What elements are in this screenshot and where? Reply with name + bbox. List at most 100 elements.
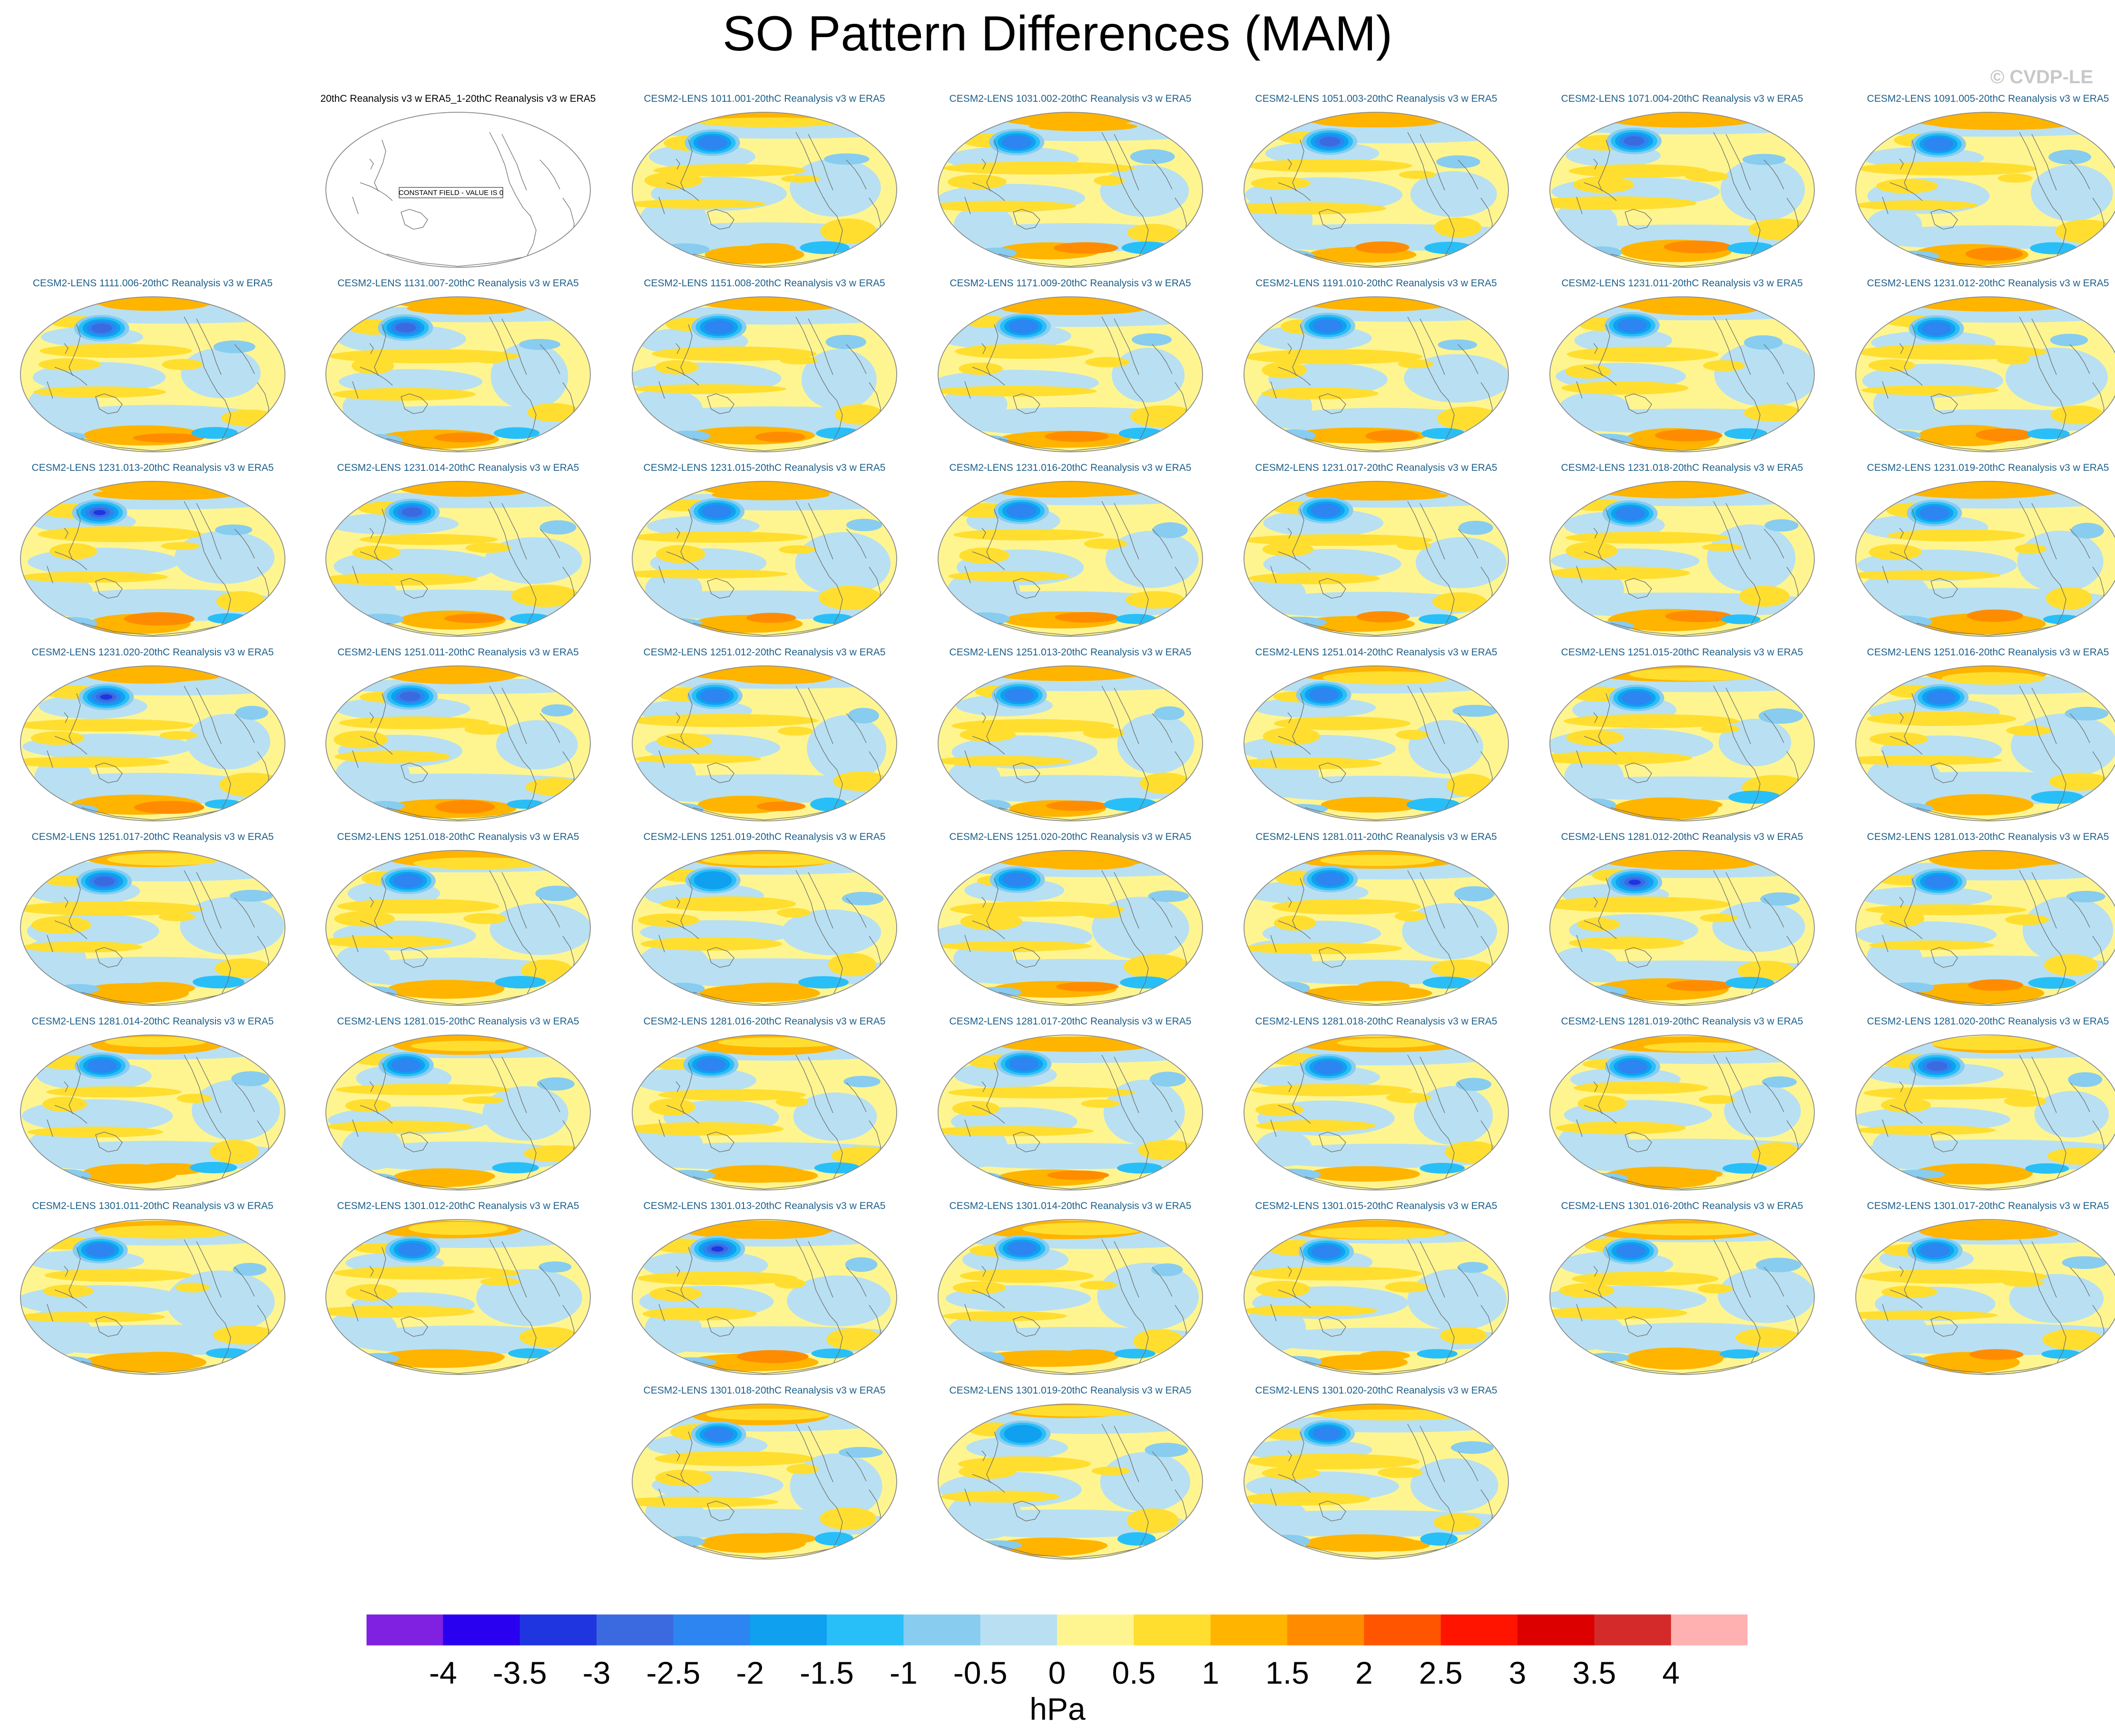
field-contour bbox=[1965, 247, 2023, 261]
coastlines bbox=[1270, 1424, 1493, 1559]
globe-map bbox=[938, 481, 1203, 637]
panel-title: CESM2-LENS 1231.017-20thC Reanalysis v3 … bbox=[1255, 462, 1498, 473]
field-contour bbox=[27, 1126, 164, 1138]
globe-map bbox=[1855, 481, 2115, 637]
field-contour bbox=[736, 1350, 809, 1363]
coastlines bbox=[658, 685, 881, 820]
field-contour bbox=[748, 1532, 817, 1544]
field-contour bbox=[1248, 572, 1380, 585]
field-contour bbox=[100, 298, 209, 311]
field-contour bbox=[658, 1089, 806, 1101]
field-contour bbox=[1273, 716, 1411, 731]
globe-map bbox=[938, 1219, 1203, 1375]
globe-map bbox=[1244, 850, 1509, 1006]
field-contour bbox=[508, 1348, 551, 1359]
field-contour bbox=[1577, 917, 1620, 931]
field-contour bbox=[1931, 1036, 2056, 1051]
field-contour bbox=[411, 1041, 525, 1051]
field-contour bbox=[1125, 591, 1185, 609]
field-contour bbox=[1941, 672, 2045, 685]
field-contour bbox=[160, 542, 200, 550]
field-contour bbox=[793, 1092, 877, 1141]
field-contour bbox=[1717, 1268, 1814, 1323]
field-contour bbox=[745, 243, 796, 254]
map-outline bbox=[325, 665, 591, 821]
field-contour bbox=[134, 800, 205, 814]
field-contour bbox=[490, 903, 590, 956]
panel-title: CESM2-LENS 1231.015-20thC Reanalysis v3 … bbox=[643, 462, 886, 473]
globe-map bbox=[1549, 481, 1815, 637]
globe-map bbox=[1549, 1219, 1815, 1375]
field-contour bbox=[1976, 428, 2033, 441]
field-contour bbox=[715, 1226, 828, 1239]
field-contour bbox=[1084, 538, 1127, 549]
field-contour bbox=[1100, 1452, 1191, 1512]
field-contour bbox=[436, 1170, 495, 1183]
field-contour bbox=[1368, 1170, 1420, 1180]
field-contour bbox=[1322, 671, 1451, 685]
colorbar-swatch bbox=[1057, 1614, 1134, 1646]
field-contour bbox=[133, 433, 205, 443]
low-pressure-contour bbox=[85, 1243, 115, 1257]
panel-title: CESM2-LENS 1281.020-20thC Reanalysis v3 … bbox=[1867, 1016, 2109, 1027]
field-contour bbox=[193, 975, 245, 989]
field-contour bbox=[192, 1080, 280, 1141]
colorbar-swatch bbox=[597, 1614, 674, 1646]
field-contour bbox=[801, 349, 877, 410]
panel-title: CESM2-LENS 1251.012-20thC Reanalysis v3 … bbox=[643, 647, 886, 658]
field-contour bbox=[2042, 1329, 2103, 1350]
field-contour bbox=[20, 571, 168, 583]
field-contour bbox=[1458, 520, 1493, 535]
field-contour bbox=[1968, 979, 2024, 991]
map-panel: CESM2-LENS 1031.002-20thC Reanalysis v3 … bbox=[918, 93, 1223, 279]
field-contour bbox=[1564, 757, 1624, 797]
field-contour bbox=[1724, 428, 1768, 439]
field-contour bbox=[825, 334, 867, 350]
reference-map-panel: 20thC Reanalysis v3 w ERA5_1-20thC Reana… bbox=[305, 93, 611, 279]
field-contour bbox=[1755, 1258, 1802, 1272]
field-contour bbox=[1933, 855, 2073, 867]
map-panel: CESM2-LENS 1251.016-20thC Reanalysis v3 … bbox=[1835, 647, 2115, 832]
field-contour bbox=[735, 982, 809, 992]
map-outline bbox=[20, 665, 285, 821]
globe-map bbox=[1549, 296, 1815, 452]
map-panel: CESM2-LENS 1251.013-20thC Reanalysis v3 … bbox=[918, 647, 1223, 832]
field-contour bbox=[938, 1126, 1094, 1136]
field-contour bbox=[1005, 1041, 1144, 1052]
globe-map bbox=[938, 296, 1203, 452]
field-contour bbox=[1410, 171, 1497, 217]
field-contour bbox=[1978, 1168, 2033, 1180]
colorbar-tick-label: -3.5 bbox=[493, 1655, 547, 1690]
globe-map bbox=[1244, 1034, 1509, 1190]
field-contour bbox=[1417, 1349, 1458, 1359]
field-contour bbox=[824, 153, 870, 165]
map-panel: CESM2-LENS 1231.012-20thC Reanalysis v3 … bbox=[1835, 278, 2115, 463]
map-panel: CESM2-LENS 1251.014-20thC Reanalysis v3 … bbox=[1224, 647, 1529, 832]
field-contour bbox=[2030, 242, 2077, 254]
field-contour bbox=[1402, 903, 1498, 959]
map-panel: CESM2-LENS 1231.011-20thC Reanalysis v3 … bbox=[1529, 278, 1835, 463]
field-contour bbox=[519, 339, 560, 350]
map-outline bbox=[1244, 296, 1509, 452]
map-outline bbox=[325, 296, 591, 452]
low-pressure-contour bbox=[700, 689, 730, 703]
panel-title: CESM2-LENS 1251.018-20thC Reanalysis v3 … bbox=[337, 831, 579, 842]
field-contour bbox=[511, 585, 579, 607]
field-contour bbox=[339, 716, 490, 730]
field-contour bbox=[1124, 954, 1190, 979]
globe-map bbox=[1855, 296, 2115, 452]
field-contour bbox=[1856, 755, 2002, 765]
field-contour bbox=[435, 800, 495, 814]
low-pressure-contour bbox=[1002, 873, 1032, 887]
panel-title: CESM2-LENS 1281.019-20thC Reanalysis v3 … bbox=[1561, 1016, 1803, 1027]
field-contour bbox=[632, 1122, 784, 1136]
map-outline bbox=[632, 296, 897, 452]
field-contour bbox=[42, 1096, 88, 1112]
field-contour bbox=[1762, 1076, 1797, 1088]
field-contour bbox=[1333, 299, 1440, 312]
field-contour bbox=[1116, 614, 1156, 624]
panel-title: CESM2-LENS 1231.016-20thC Reanalysis v3 … bbox=[949, 462, 1192, 473]
field-contour bbox=[215, 524, 253, 536]
low-pressure-contour bbox=[1616, 1244, 1645, 1258]
field-contour bbox=[1385, 1281, 1429, 1293]
